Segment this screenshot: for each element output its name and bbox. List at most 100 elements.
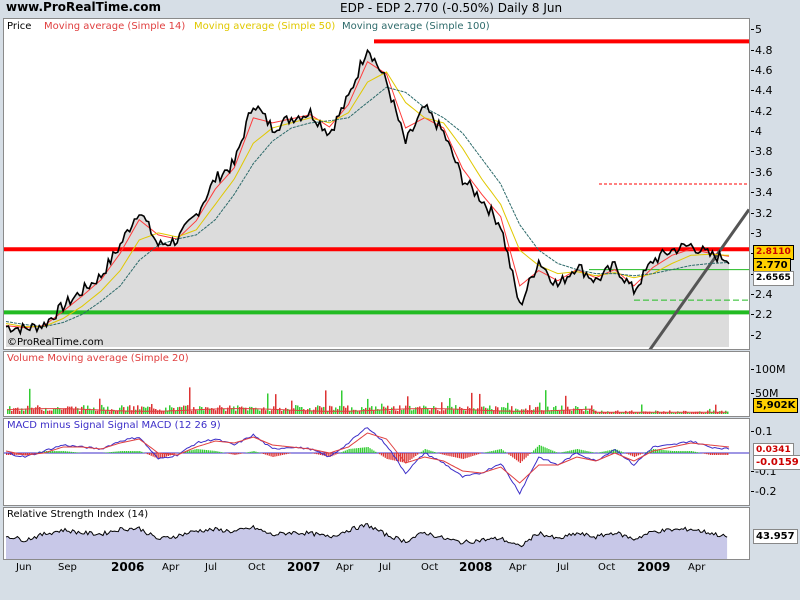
volume-bar — [475, 410, 477, 414]
macd-hist-bar — [369, 448, 371, 453]
volume-bar — [635, 412, 637, 414]
volume-bar — [141, 406, 143, 414]
volume-bar — [695, 411, 697, 414]
volume-bar — [39, 407, 41, 414]
macd-hist-bar — [633, 453, 636, 457]
macd-hist-bar — [515, 453, 518, 461]
macd-hist-bar — [660, 449, 662, 453]
volume-bar — [465, 410, 467, 414]
macd-hist-bar — [578, 449, 580, 453]
x-tick-label: Apr — [336, 562, 354, 573]
macd-hist-bar — [451, 453, 453, 457]
macd-hist-bar — [662, 450, 664, 453]
volume-bar — [403, 409, 405, 414]
volume-bar — [215, 410, 217, 414]
price-tick: 3.8 — [751, 145, 773, 159]
macd-hist-bar — [386, 453, 388, 459]
macd-hist-bar — [211, 450, 213, 453]
macd-hist-bar — [367, 447, 369, 453]
macd-hist-bar — [639, 453, 641, 455]
macd-hist-bar — [666, 450, 668, 453]
volume-bar — [487, 408, 489, 414]
macd-tick: 0.1 — [751, 425, 773, 438]
macd-hist-bar — [445, 453, 447, 456]
volume-bar — [93, 407, 95, 414]
macd-hist-bar — [677, 451, 679, 453]
macd-hist-bar — [232, 453, 234, 455]
macd-hist-bar — [316, 453, 318, 455]
macd-line — [5, 427, 730, 496]
volume-bar — [209, 408, 211, 414]
macd-hist-bar — [415, 453, 417, 456]
volume-bar — [691, 412, 693, 414]
macd-hist-bar — [510, 453, 512, 456]
macd-hist-bar — [228, 453, 230, 454]
macd-hist-bar — [622, 452, 624, 453]
volume-bar — [393, 406, 395, 414]
macd-hist-bar — [378, 453, 381, 455]
volume-bar — [257, 409, 259, 414]
volume-bar — [55, 408, 57, 414]
macd-hist-bar — [66, 451, 69, 453]
legend-ma50: Moving average (Simple 50) — [194, 21, 336, 32]
macd-hist-bar — [432, 451, 434, 453]
macd-hist-bar — [586, 451, 588, 453]
volume-bar — [377, 409, 379, 414]
macd-hist-bar — [51, 451, 53, 453]
x-tick-label: Apr — [162, 562, 180, 573]
macd-hist-bar — [571, 450, 573, 453]
volume-bar — [621, 412, 623, 414]
volume-bar — [71, 406, 73, 414]
volume-bar — [97, 410, 99, 414]
macd-hist-bar — [148, 453, 150, 455]
macd-hist-bar — [580, 449, 582, 453]
macd-pane[interactable]: MACD minus Signal Signal MACD (12 26 9) — [3, 418, 750, 506]
macd-hist-bar — [601, 451, 603, 453]
macd-hist-bar — [536, 446, 539, 453]
macd-hist-bar — [719, 453, 721, 455]
volume-bar — [37, 405, 39, 414]
volume-bar — [13, 408, 15, 414]
volume-bar — [539, 402, 541, 414]
volume-bar — [415, 407, 417, 414]
macd-hist-bar — [668, 450, 670, 453]
volume-bar — [367, 398, 369, 414]
macd-hist-bar — [207, 450, 209, 453]
price-pane[interactable]: Price Moving average (Simple 14) Moving … — [3, 18, 750, 350]
volume-bar — [231, 408, 233, 414]
volume-tag-last: 5,902K — [753, 398, 799, 413]
volume-bar — [445, 409, 447, 414]
volume-bar — [705, 412, 707, 414]
price-tick: 4.2 — [751, 104, 773, 118]
volume-bar — [665, 412, 667, 414]
macd-hist-bar — [125, 451, 128, 453]
volume-bar — [667, 412, 669, 414]
volume-pane[interactable]: Volume Moving average (Simple 20) — [3, 351, 750, 417]
macd-hist-bar — [635, 453, 638, 457]
volume-bar — [373, 410, 375, 414]
volume-bar — [449, 398, 451, 414]
rsi-pane[interactable]: Relative Strength Index (14) — [3, 507, 750, 560]
volume-bar — [263, 407, 265, 414]
macd-hist-bar — [548, 449, 550, 453]
macd-hist-bar — [424, 449, 426, 453]
volume-bar — [603, 411, 605, 414]
volume-bar — [23, 410, 25, 414]
macd-hist-bar — [118, 451, 120, 453]
volume-bar — [189, 387, 191, 414]
macd-hist-bar — [44, 451, 46, 453]
site-name[interactable]: www.ProRealTime.com — [6, 0, 161, 14]
macd-hist-bar — [696, 452, 698, 453]
macd-hist-bar — [441, 453, 444, 455]
price-tick: 5 — [751, 23, 762, 37]
volume-bar — [313, 409, 315, 414]
macd-hist-bar — [203, 449, 206, 453]
volume-bar — [439, 411, 441, 414]
volume-bar — [273, 406, 275, 414]
macd-hist-bar — [257, 452, 259, 453]
macd-hist-bar — [122, 451, 124, 453]
volume-bar — [437, 410, 439, 414]
macd-hist-bar — [238, 453, 240, 455]
volume-bar — [161, 410, 163, 414]
volume-bar — [329, 405, 331, 414]
